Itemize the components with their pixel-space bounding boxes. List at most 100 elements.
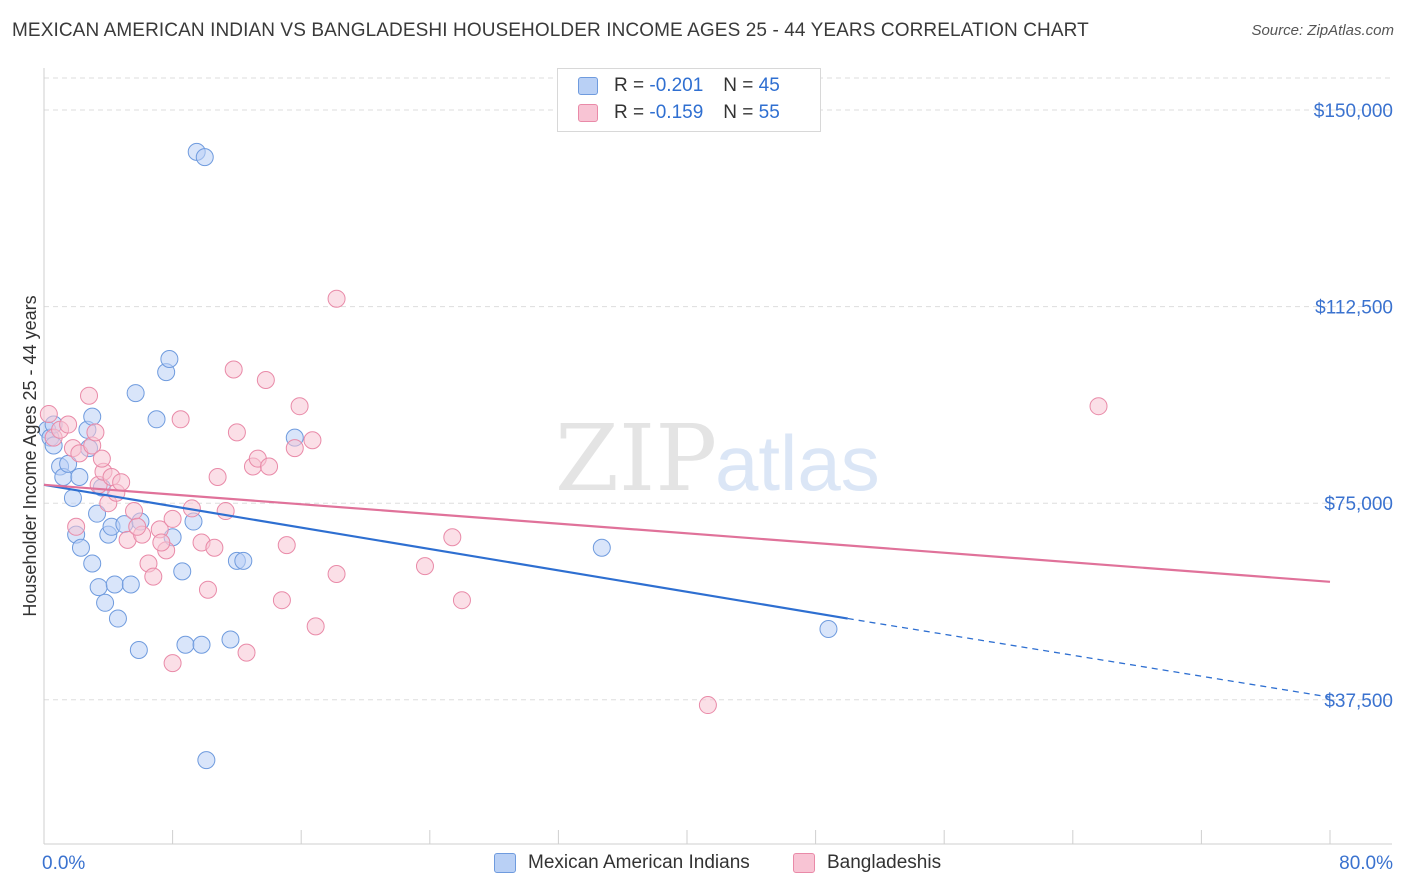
data-point (415, 557, 434, 576)
data-point (88, 504, 107, 523)
legend-swatch-blue (578, 77, 598, 95)
x-tick-label-end: 80.0% (1339, 853, 1393, 874)
data-point (160, 350, 179, 368)
y-tick-label: $150,000 (1314, 101, 1393, 122)
data-point (195, 148, 214, 167)
data-point (86, 423, 105, 442)
legend-r-label: R = (614, 75, 645, 96)
legend-row-mexican-american-indians: R = -0.201 N = 45 (578, 73, 780, 99)
data-point (126, 384, 145, 403)
trend-lines (43, 483, 1331, 698)
data-point (234, 551, 253, 570)
legend-n-label: N = (723, 75, 754, 96)
watermark-atlas: atlas (715, 419, 880, 507)
data-point (221, 630, 240, 649)
legend-label: Mexican American Indians (528, 852, 750, 873)
data-point (39, 405, 58, 424)
y-tick-label: $37,500 (1324, 691, 1393, 712)
data-point (83, 407, 102, 426)
data-point (59, 415, 78, 434)
data-point (121, 575, 140, 594)
data-point (443, 528, 462, 547)
data-point (83, 554, 102, 573)
data-point (272, 591, 291, 610)
data-point (819, 620, 838, 639)
data-points (38, 142, 1108, 770)
data-point (290, 397, 309, 416)
data-point (197, 751, 216, 770)
trend-line-mexican-american-indians (43, 483, 848, 620)
data-point (1089, 397, 1108, 416)
data-point (125, 502, 144, 521)
data-point (173, 562, 192, 581)
data-point (67, 517, 86, 536)
watermark: ZIP atlas (555, 405, 880, 512)
data-point (171, 410, 190, 429)
data-point (224, 360, 243, 379)
data-point (208, 467, 227, 486)
trend-line-extension (847, 617, 1331, 698)
data-point (237, 643, 256, 662)
axis-labels: $37,500 $75,000 $112,500 $150,000 0.0% 80.0% H… (20, 101, 1393, 874)
data-point (192, 635, 211, 654)
data-point (327, 564, 346, 583)
data-point (277, 536, 296, 555)
data-point (128, 517, 147, 536)
data-point (108, 609, 127, 628)
data-point (105, 575, 124, 594)
legend-item-mexican-american-indians: Mexican American Indians (494, 852, 750, 874)
legend-swatch-blue (494, 853, 516, 873)
data-point (147, 410, 166, 429)
legend-r-label: R = (614, 102, 645, 123)
source-credit: Source: ZipAtlas.com (1251, 22, 1394, 39)
axes (43, 68, 1392, 845)
y-axis-title: Householder Income Ages 25 - 44 years (20, 295, 40, 616)
data-point (205, 538, 224, 557)
legend-n-value: 45 (758, 75, 780, 96)
data-point (327, 289, 346, 308)
data-point (698, 696, 717, 715)
data-point (112, 473, 131, 492)
data-point (198, 580, 217, 599)
data-point (63, 488, 82, 507)
y-tick-label: $75,000 (1324, 494, 1393, 515)
x-tick-label-start: 0.0% (42, 853, 85, 874)
chart-title: MEXICAN AMERICAN INDIAN VS BANGLADESHI H… (12, 20, 1089, 41)
data-point (163, 654, 182, 673)
data-point (129, 641, 148, 659)
data-point (144, 567, 163, 586)
data-point (227, 423, 246, 442)
y-tick-label: $112,500 (1315, 298, 1393, 319)
legend-item-bangladeshis: Bangladeshis (793, 852, 941, 874)
correlation-legend: R = -0.201 N = 45 R = -0.159 N = 55 (557, 68, 821, 132)
trend-line-bangladeshis (43, 483, 1331, 583)
legend-label: Bangladeshis (827, 852, 942, 873)
data-point (285, 439, 304, 458)
data-point (452, 591, 471, 610)
series-legend: Mexican American Indians Bangladeshis (0, 852, 1406, 878)
data-point (306, 617, 325, 636)
data-point (70, 467, 89, 486)
gridlines (44, 77, 1392, 701)
legend-n-value: 55 (758, 102, 780, 123)
legend-swatch-pink (578, 104, 598, 122)
legend-swatch-pink (793, 853, 815, 873)
data-point (96, 593, 115, 612)
legend-r-value: -0.201 (649, 75, 704, 96)
data-point (80, 386, 99, 405)
data-point (592, 538, 611, 557)
data-point (89, 578, 108, 597)
data-point (163, 509, 182, 528)
data-point (71, 538, 90, 557)
data-point (303, 431, 322, 450)
legend-n-label: N = (723, 102, 754, 123)
legend-r-value: -0.159 (649, 102, 704, 123)
legend-row-bangladeshis: R = -0.159 N = 55 (578, 100, 780, 126)
data-point (152, 533, 171, 552)
watermark-zip: ZIP (555, 405, 717, 512)
data-point (92, 449, 111, 468)
data-point (176, 635, 195, 654)
data-point (260, 457, 279, 476)
data-point (256, 370, 275, 389)
